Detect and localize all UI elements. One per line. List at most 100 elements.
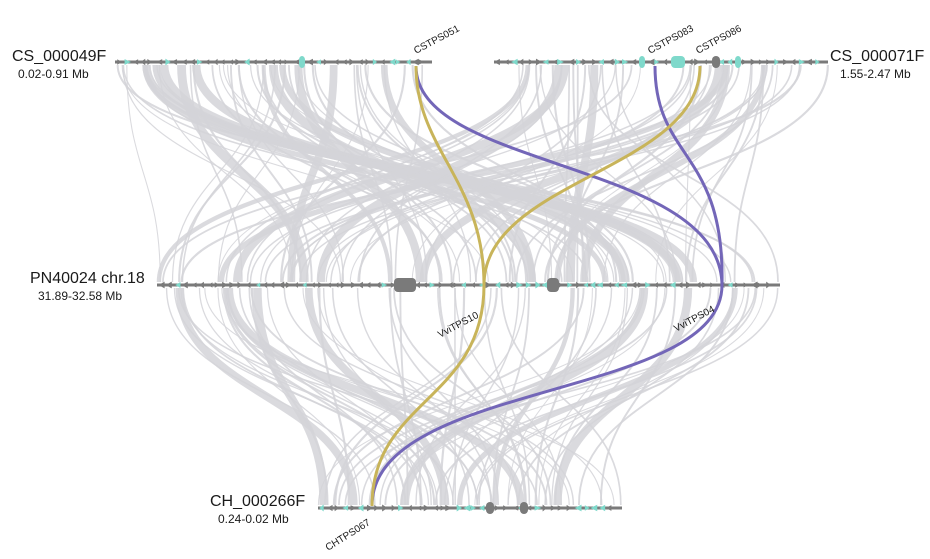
synteny-link [439,287,466,506]
gene-arrow [566,504,572,512]
gene-arrow [421,282,427,288]
gene-arrow [156,59,163,65]
gene-arrow [250,59,257,65]
synteny-link [192,64,302,283]
gene-arrow [512,505,519,511]
gene-arrow [269,281,275,289]
gene-arrow [685,281,692,289]
gene-arrow [447,281,453,289]
synteny-link [733,64,765,283]
gene-arrow [790,58,796,66]
gene-arrow [132,59,139,65]
gene-arrow [235,58,242,66]
synteny-link [388,287,500,506]
gene-arrow [357,59,363,65]
gene-arrow-highlight [599,504,606,512]
link-cstps051-vvitps10 [414,65,486,286]
gene-arrow [805,58,812,66]
gene-arrow-highlight [372,58,378,66]
synteny-link [177,64,309,283]
gene-arrow-highlight [244,58,250,66]
synteny-link [204,287,615,506]
gene-arrow-highlight [542,59,549,65]
synteny-link [601,64,671,283]
gene-arrow [416,505,422,511]
synteny-link [685,64,764,283]
gene-label-cstps083: CSTPS083 [646,23,696,56]
gene-arrow-highlight [557,59,564,65]
gene-arrow [170,59,178,65]
gene-arrow-highlight [302,282,307,288]
gene-arrow [750,58,757,66]
synteny-link [457,287,738,506]
gene-arrow [391,504,396,512]
synteny-link [121,64,489,283]
gene-arrow-highlight [342,505,349,511]
gene-arrow-highlight [574,504,582,512]
gene-arrow [676,282,683,288]
track-name-ch-000266f: CH_000266F [210,493,305,510]
gene-arrow [190,282,197,288]
gene-arrow [140,58,146,66]
gene-arrow [228,59,233,65]
gene-arrow-highlight [429,282,435,288]
synteny-link [229,64,313,283]
gene-arrow-highlight [815,59,820,65]
gene-block [394,278,416,292]
gene-arrow [326,282,331,288]
track-name-cs-000049f: CS_000049F [12,48,107,65]
gene-arrow [694,58,701,66]
gene-arrow [382,504,388,512]
gene-arrow-highlight [654,59,660,65]
synteny-link [551,64,591,283]
gene-arrow-highlight [774,58,779,66]
gene-arrow-highlight [590,504,598,512]
gene-arrow-highlight [567,282,573,288]
gene-arrow [423,504,430,512]
gene-arrow-highlight [645,281,651,289]
gene-arrow [204,59,210,65]
synteny-link [399,287,409,506]
gene-arrow-highlight [463,504,470,512]
gene-arrow [558,281,563,289]
highlighted-links [370,65,724,507]
gene-arrow [334,504,340,512]
gene-arrow [350,505,358,511]
gene-arrow [117,59,122,65]
synteny-link [556,64,729,283]
gene-arrow [284,59,289,65]
gene-arrow-highlight [534,505,542,511]
track-cs71 [493,58,828,66]
synteny-link [316,64,563,283]
gene-arrow-highlight [798,59,806,65]
gene-arrow [510,281,516,289]
gene-block [486,502,494,514]
synteny-link [180,287,454,506]
gene-arrow [503,505,509,511]
gene-arrow-highlight [727,58,733,66]
gene-arrow [411,58,419,66]
synteny-link [173,287,430,506]
synteny-link [299,64,801,283]
synteny-link [551,287,629,506]
gene-arrow [766,281,771,289]
gene-arrow-highlight [596,282,603,288]
gene-arrow [365,58,370,66]
gene-arrow [375,281,381,289]
gene-arrow [418,59,426,65]
gene-arrow-highlight [406,58,411,66]
gene-arrow [374,504,379,512]
synteny-link [563,64,571,283]
gene-arrow [630,59,637,65]
gene-arrow [208,282,213,288]
track-ch [318,504,622,512]
gene-arrow [229,282,237,288]
gene-arrow [494,505,500,511]
gene-arrow [357,281,363,289]
synteny-link [180,64,802,283]
gene-arrow-highlight [620,282,628,288]
gene-arrow [276,59,282,65]
track-range-cs-000071f: 1.55-2.47 Mb [840,67,911,81]
gene-arrow-highlight [541,281,548,289]
gene-arrow [637,282,645,288]
